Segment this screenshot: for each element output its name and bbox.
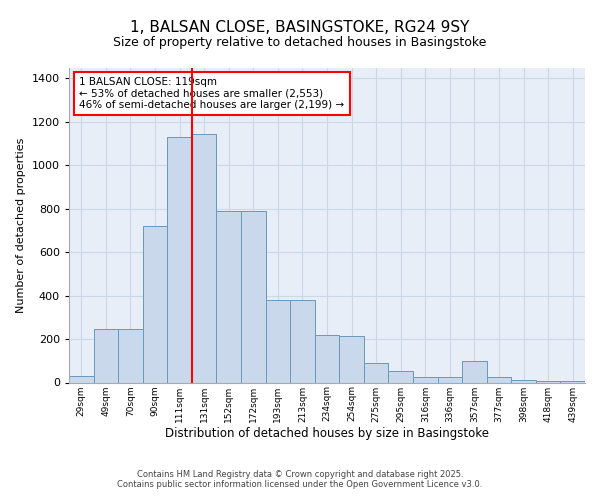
Bar: [290, 300, 315, 382]
Bar: [388, 370, 413, 382]
Bar: [266, 300, 290, 382]
Bar: [94, 330, 118, 382]
Y-axis label: Number of detached properties: Number of detached properties: [16, 138, 26, 312]
Bar: [167, 137, 192, 382]
Bar: [69, 376, 94, 382]
Bar: [437, 377, 462, 382]
Text: Contains HM Land Registry data © Crown copyright and database right 2025.
Contai: Contains HM Land Registry data © Crown c…: [118, 470, 482, 489]
Bar: [241, 211, 266, 382]
Bar: [511, 380, 536, 382]
Bar: [143, 226, 167, 382]
Bar: [192, 134, 217, 382]
Text: 1 BALSAN CLOSE: 119sqm
← 53% of detached houses are smaller (2,553)
46% of semi-: 1 BALSAN CLOSE: 119sqm ← 53% of detached…: [79, 77, 344, 110]
Bar: [217, 211, 241, 382]
Bar: [487, 377, 511, 382]
Text: 1, BALSAN CLOSE, BASINGSTOKE, RG24 9SY: 1, BALSAN CLOSE, BASINGSTOKE, RG24 9SY: [130, 20, 470, 35]
Text: Size of property relative to detached houses in Basingstoke: Size of property relative to detached ho…: [113, 36, 487, 49]
Bar: [413, 377, 437, 382]
Bar: [315, 334, 339, 382]
Bar: [462, 361, 487, 382]
Bar: [364, 363, 388, 382]
Bar: [339, 336, 364, 382]
X-axis label: Distribution of detached houses by size in Basingstoke: Distribution of detached houses by size …: [165, 427, 489, 440]
Bar: [118, 330, 143, 382]
